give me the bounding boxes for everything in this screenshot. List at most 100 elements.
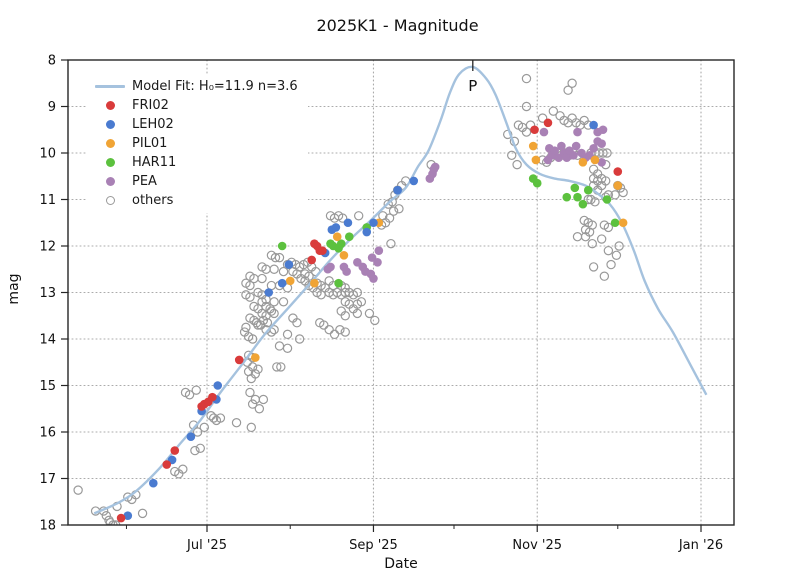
x-tick-label: Jul '25	[186, 538, 227, 553]
data-point-pil01	[528, 141, 538, 151]
data-point-other	[335, 325, 345, 335]
data-point-pil01	[332, 232, 342, 241]
data-point-fri02	[530, 125, 539, 135]
data-point-other	[111, 520, 121, 525]
data-point-other	[567, 78, 577, 88]
data-point-other	[502, 129, 513, 140]
data-point-pea	[562, 153, 572, 162]
data-point-fri02	[318, 246, 327, 255]
legend-label: PIL01	[132, 136, 168, 151]
data-point-har11	[562, 192, 572, 202]
data-point-other	[537, 113, 548, 123]
data-point-fri02	[208, 392, 217, 402]
data-point-leh02	[331, 223, 341, 232]
data-point-fri02	[234, 355, 244, 365]
data-point-other	[255, 320, 266, 330]
model-fit-curve	[93, 65, 708, 515]
data-point-other	[270, 252, 281, 263]
data-point-leh02	[343, 218, 353, 228]
legend-label: FRI02	[132, 98, 169, 113]
data-point-other	[352, 308, 363, 319]
data-point-other	[370, 315, 380, 326]
data-point-other	[258, 394, 269, 405]
data-point-pea	[374, 246, 384, 255]
data-point-other	[276, 362, 286, 372]
series-others	[73, 73, 628, 525]
data-point-leh02	[362, 227, 372, 237]
data-point-pil01	[339, 251, 349, 260]
data-point-other	[548, 106, 559, 116]
data-point-other	[386, 238, 396, 249]
data-point-har11	[277, 241, 287, 251]
data-point-other	[588, 262, 599, 272]
data-point-har11	[573, 192, 582, 202]
legend-item-others: others	[88, 191, 298, 210]
data-point-other	[603, 245, 614, 256]
data-point-pea	[597, 158, 606, 167]
y-tick-label: 8	[48, 54, 56, 69]
y-tick-label: 13	[39, 286, 56, 301]
data-point-leh02	[409, 176, 419, 186]
data-point-other	[137, 508, 148, 519]
data-point-pea	[598, 125, 608, 135]
data-point-other	[337, 213, 348, 223]
data-point-pil01	[613, 181, 623, 190]
legend-label: Model Fit: H₀=11.9 n=3.6	[132, 79, 298, 94]
gridlines	[67, 59, 735, 526]
data-point-other	[274, 252, 285, 263]
legend-label: HAR11	[132, 155, 177, 170]
data-point-other	[101, 511, 112, 521]
data-point-fri02	[116, 513, 126, 523]
data-point-other	[282, 343, 293, 353]
data-point-other	[294, 334, 305, 344]
data-point-pil01	[251, 353, 260, 362]
data-point-other	[209, 413, 219, 423]
data-point-har11	[610, 218, 620, 228]
data-point-other	[507, 150, 517, 161]
data-point-other	[195, 443, 205, 453]
y-tick-label: 18	[39, 519, 56, 534]
data-point-other	[262, 318, 273, 328]
data-point-other	[618, 187, 628, 198]
data-point-pea	[597, 139, 606, 148]
dot-marker-icon	[88, 139, 132, 148]
data-point-other	[598, 148, 608, 158]
data-point-har11	[334, 278, 343, 288]
data-point-other	[245, 292, 255, 302]
data-point-other	[245, 387, 255, 398]
data-point-other	[611, 250, 622, 260]
data-point-other	[245, 280, 255, 291]
data-point-leh02	[264, 288, 274, 297]
data-point-other	[587, 238, 597, 249]
data-point-other	[340, 327, 350, 337]
data-point-pea	[550, 146, 559, 155]
data-point-other	[247, 399, 258, 409]
data-point-other	[254, 404, 265, 414]
data-point-pea	[573, 127, 582, 137]
y-tick-label: 17	[39, 472, 56, 487]
data-point-fri02	[170, 446, 180, 455]
data-point-other	[352, 287, 363, 298]
y-tick-label: 12	[39, 240, 56, 255]
legend-label: PEA	[132, 174, 157, 189]
dot-marker-icon	[88, 101, 132, 110]
data-point-leh02	[284, 260, 294, 269]
data-point-pea	[430, 162, 440, 172]
data-point-other	[521, 73, 532, 84]
data-point-other	[246, 373, 256, 384]
data-point-leh02	[589, 120, 598, 130]
data-point-leh02	[213, 381, 223, 390]
data-point-other	[247, 334, 258, 344]
data-point-other	[108, 520, 118, 525]
data-point-leh02	[123, 511, 133, 520]
data-point-fri02	[307, 255, 317, 265]
data-point-other	[274, 341, 285, 351]
data-point-har11	[570, 183, 580, 193]
data-point-fri02	[162, 460, 172, 469]
legend-label: others	[132, 193, 174, 208]
data-point-pil01	[285, 276, 295, 286]
data-point-pea	[369, 274, 378, 283]
legend-item-fri02: FRI02	[88, 96, 298, 115]
model-fit-line-swatch	[88, 85, 132, 88]
